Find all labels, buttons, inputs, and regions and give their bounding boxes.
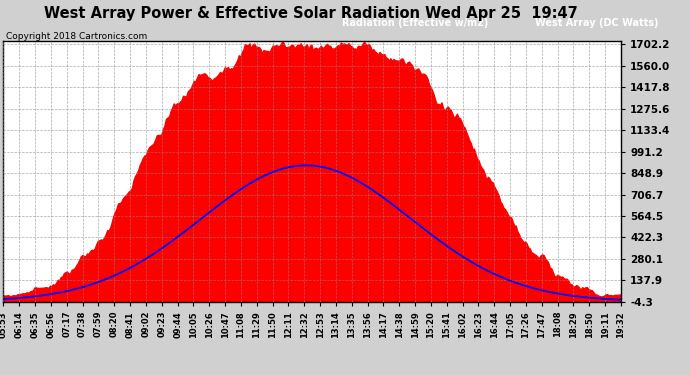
Text: West Array Power & Effective Solar Radiation Wed Apr 25  19:47: West Array Power & Effective Solar Radia… <box>43 6 578 21</box>
Text: Copyright 2018 Cartronics.com: Copyright 2018 Cartronics.com <box>6 32 147 41</box>
Text: West Array (DC Watts): West Array (DC Watts) <box>535 18 658 28</box>
Text: Radiation (Effective w/m2): Radiation (Effective w/m2) <box>342 18 489 28</box>
